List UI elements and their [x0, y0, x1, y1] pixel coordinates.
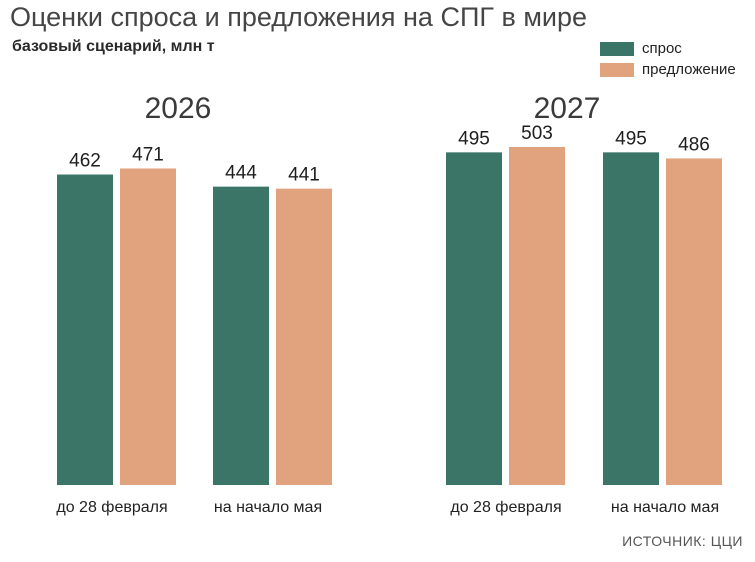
legend-item-supply: предложение [600, 59, 736, 80]
bar-supply [666, 158, 722, 485]
legend-label-supply: предложение [642, 61, 736, 78]
legend: спрос предложение [600, 38, 736, 80]
bar-demand [57, 174, 113, 485]
chart-title: Оценки спроса и предложения на СПГ в мир… [10, 2, 587, 32]
data-label-supply: 503 [521, 123, 553, 144]
legend-label-demand: спрос [642, 40, 682, 57]
bar-supply [509, 146, 565, 485]
legend-swatch-supply [600, 62, 634, 77]
bar-supply [276, 188, 332, 485]
bar-demand [213, 186, 269, 485]
data-label-supply: 471 [132, 144, 164, 165]
panel-title: 2026 [145, 92, 212, 125]
data-label-demand: 462 [69, 151, 101, 172]
legend-swatch-demand [600, 41, 634, 56]
bar-demand [603, 152, 659, 486]
legend-item-demand: спрос [600, 38, 736, 59]
category-label: на начало мая [214, 499, 322, 516]
panel-title: 2027 [534, 92, 601, 125]
category-label: до 28 февраля [56, 499, 167, 516]
category-label: на начало мая [611, 499, 719, 516]
bar-supply [120, 168, 176, 485]
data-label-demand: 444 [225, 163, 257, 184]
category-label: до 28 февраля [450, 499, 561, 516]
data-label-supply: 486 [678, 134, 710, 155]
data-label-supply: 441 [288, 165, 320, 186]
chart-subtitle: базовый сценарий, млн т [12, 38, 215, 55]
data-label-demand: 495 [615, 128, 647, 149]
data-label-demand: 495 [458, 128, 490, 149]
source-note: ИСТОЧНИК: ЦЦИ [622, 533, 743, 549]
bar-demand [446, 152, 502, 486]
